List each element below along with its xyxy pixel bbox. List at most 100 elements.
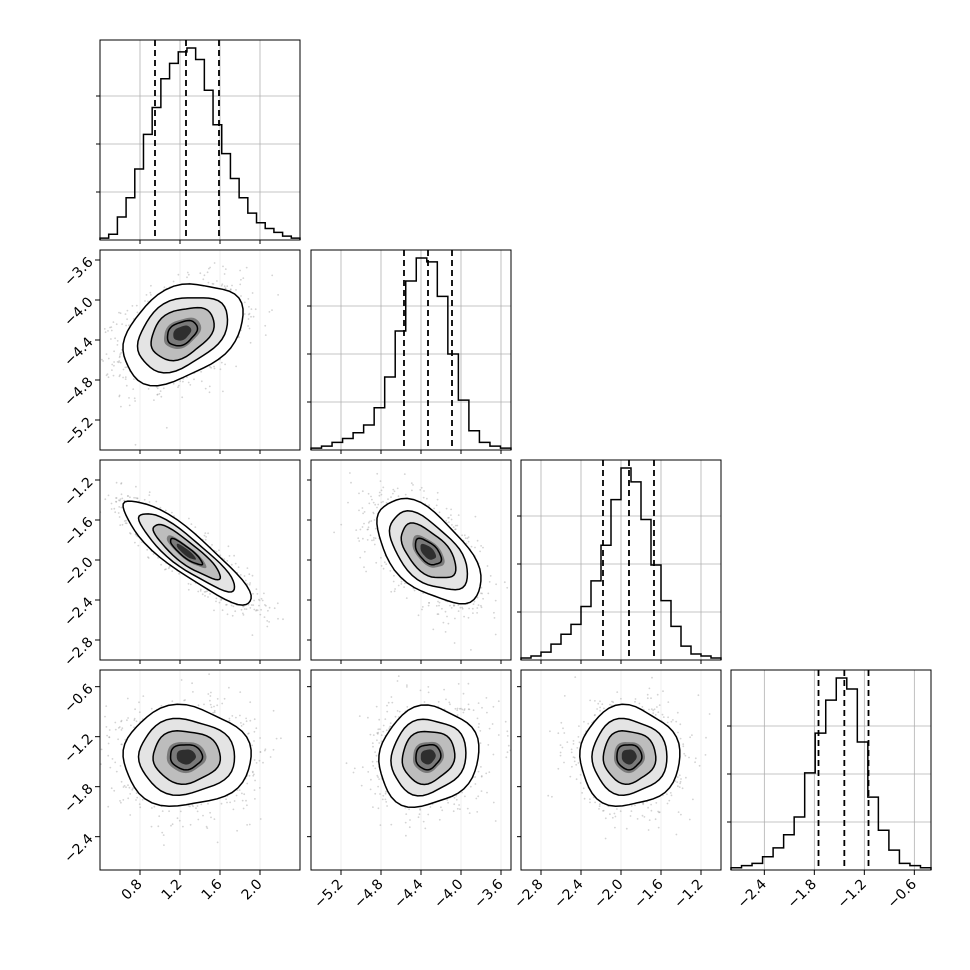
hist-panel-1 [307, 249, 512, 451]
scatter-point [243, 608, 246, 610]
scatter-point [375, 561, 378, 564]
scatter-point [118, 516, 121, 518]
scatter-point [374, 527, 377, 530]
scatter-point [247, 298, 250, 300]
scatter-point [252, 592, 254, 595]
scatter-point [245, 608, 248, 610]
scatter-point [340, 523, 343, 526]
scatter-point [157, 825, 160, 828]
scatter-point [208, 385, 211, 388]
scatter-point [224, 268, 227, 270]
scatter-point [135, 799, 137, 801]
scatter-point [231, 237, 233, 239]
scatter-point [134, 400, 137, 402]
scatter-point [135, 792, 138, 794]
scatter-point [378, 491, 381, 494]
scatter-point [465, 542, 468, 545]
contour-1-1 [137, 513, 236, 593]
scatter-point [232, 605, 235, 608]
scatter-point [394, 588, 396, 590]
scatter-point [419, 489, 422, 491]
scatter-point [129, 814, 132, 816]
scatter-point [503, 581, 506, 584]
scatter-point [463, 534, 466, 537]
scatter-point [436, 498, 439, 501]
scatter-point [118, 360, 121, 362]
scatter-point [134, 443, 137, 446]
scatter-point [112, 374, 115, 377]
scatter-point [383, 561, 386, 564]
scatter-point [246, 567, 249, 569]
scatter-point [91, 748, 93, 750]
scatter-point [116, 344, 119, 346]
scatter-point [251, 770, 254, 773]
panel-content-3 [85, 670, 282, 870]
scatter-point [449, 604, 451, 607]
scatter-point [113, 789, 116, 792]
scatter-point [119, 374, 121, 376]
scatter-point [482, 546, 484, 549]
scatter-point [267, 609, 269, 612]
scatter-point [124, 366, 127, 369]
scatter-point [133, 496, 136, 499]
scatter-point [119, 312, 122, 315]
density-fill-0-4 [173, 325, 192, 341]
scatter-point [454, 528, 456, 531]
scatter-point [359, 528, 362, 531]
scatter-point [224, 363, 227, 366]
scatter-point [242, 807, 245, 810]
scatter-point [115, 323, 118, 326]
scatter-point [125, 384, 128, 387]
scatter-point [192, 805, 195, 808]
scatter-point [246, 782, 249, 785]
histogram-step-3 [730, 677, 932, 870]
scatter-point [126, 318, 128, 321]
scatter-point [357, 537, 360, 540]
scatter-point [238, 789, 241, 791]
scatter-point [480, 604, 482, 607]
scatter-point [187, 588, 190, 591]
scatter-point [249, 341, 252, 344]
scatter-point [477, 604, 480, 606]
scatter-point [182, 825, 184, 828]
scatter-panel-3-0 [85, 669, 301, 871]
scatter-point [114, 337, 116, 340]
scatter-point [390, 590, 393, 593]
scatter-point [251, 574, 254, 577]
scatter-point [253, 740, 255, 742]
scatter-point [130, 724, 132, 727]
scatter-point [85, 756, 87, 758]
scatter-point [119, 361, 122, 364]
scatter-point [242, 605, 244, 608]
scatter-point [151, 807, 153, 809]
scatter-point [113, 361, 115, 363]
scatter-point [229, 289, 232, 291]
scatter-point [139, 806, 142, 809]
scatter-point [367, 492, 370, 495]
scatter-point [432, 628, 435, 631]
scatter-point [361, 490, 364, 493]
scatter-point [178, 572, 181, 575]
scatter-point [148, 501, 151, 503]
hist-panel-3 [727, 669, 932, 871]
scatter-point [223, 558, 226, 560]
scatter-point [147, 556, 149, 559]
scatter-point [119, 499, 121, 502]
scatter-point [125, 519, 127, 522]
scatter-point [118, 311, 120, 314]
scatter-point [263, 592, 265, 595]
scatter-point [239, 269, 242, 272]
scatter-point [263, 616, 266, 618]
scatter-point [118, 506, 121, 508]
scatter-point [480, 606, 483, 609]
scatter-point [204, 590, 207, 593]
scatter-point [374, 537, 377, 540]
scatter-point [254, 308, 257, 311]
scatter-point [135, 497, 137, 499]
scatter-point [195, 807, 197, 810]
scatter-point [120, 743, 123, 746]
contour-0-3 [166, 319, 199, 347]
scatter-point [393, 590, 396, 593]
scatter-point [107, 357, 110, 360]
scatter-point [138, 701, 140, 704]
